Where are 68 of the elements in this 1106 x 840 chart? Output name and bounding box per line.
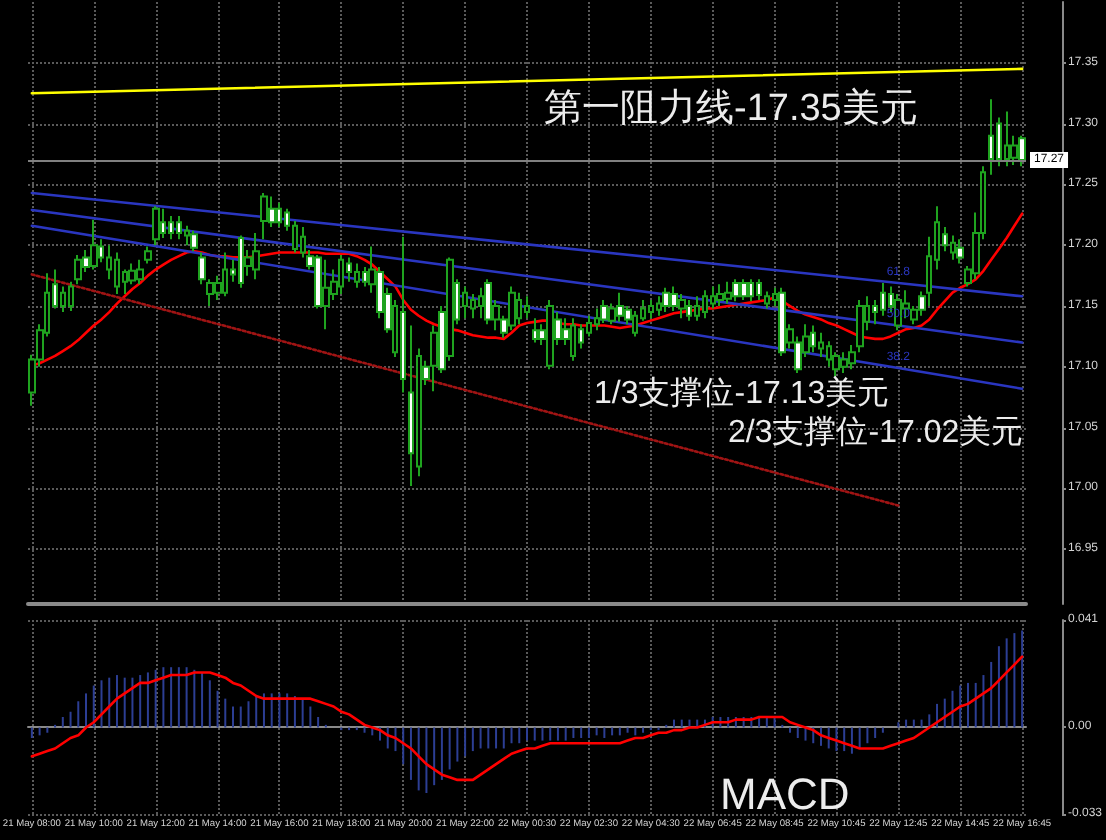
annotation: MACD xyxy=(720,769,850,819)
candlestick xyxy=(524,295,530,320)
candlestick xyxy=(694,295,700,322)
candlestick xyxy=(818,331,824,359)
line-series xyxy=(30,655,1024,782)
candlestick xyxy=(956,238,964,265)
candlestick xyxy=(338,253,344,295)
candlestick xyxy=(600,298,608,325)
candlestick xyxy=(1004,110,1010,168)
candlestick xyxy=(114,251,120,295)
candlestick xyxy=(740,278,748,301)
candlestick xyxy=(478,286,484,320)
candlestick xyxy=(826,340,832,368)
candlestick xyxy=(748,278,754,303)
candlestick xyxy=(532,317,538,344)
candlestick xyxy=(68,280,74,312)
candlestick xyxy=(222,251,228,298)
candlestick xyxy=(252,232,260,281)
candlestick xyxy=(616,291,624,323)
candlestick xyxy=(400,235,406,394)
candlestick xyxy=(322,258,330,331)
candlestick xyxy=(756,278,762,301)
candlestick xyxy=(90,218,98,271)
candlestick xyxy=(710,285,716,310)
candlestick xyxy=(880,281,886,317)
candlestick xyxy=(238,234,244,289)
candlestick xyxy=(840,351,848,374)
candlestick xyxy=(408,324,414,488)
candlestick xyxy=(594,307,600,332)
candlestick xyxy=(724,280,732,305)
candlestick xyxy=(778,286,786,357)
candlestick xyxy=(144,245,152,265)
candlestick xyxy=(678,292,686,320)
candlestick xyxy=(484,278,492,326)
candlestick xyxy=(1018,134,1026,168)
candlestick xyxy=(190,229,198,253)
candlestick xyxy=(686,298,692,322)
candlestick xyxy=(128,262,136,286)
candlestick xyxy=(74,253,82,286)
candlestick xyxy=(656,295,662,317)
annotation: 1/3支撑位-17.13美元 xyxy=(594,375,890,411)
candlestick xyxy=(546,298,554,371)
candlestick xyxy=(648,298,654,320)
candlestick xyxy=(276,201,282,228)
candlestick xyxy=(260,191,268,241)
candlestick xyxy=(732,278,740,303)
candlestick xyxy=(670,285,678,312)
candlestick xyxy=(810,324,816,354)
candlestick xyxy=(570,317,576,362)
candlestick xyxy=(168,215,174,241)
candlestick xyxy=(516,291,522,326)
candlestick xyxy=(662,286,670,314)
candlestick xyxy=(176,215,182,241)
annotation: 2/3支撑位-17.02美元 xyxy=(728,414,1024,450)
annotation: 第一阻力线-17.35美元 xyxy=(544,86,918,130)
line-series xyxy=(30,212,1024,367)
candlestick xyxy=(988,98,994,176)
candlestick xyxy=(136,258,144,286)
candlestick xyxy=(354,262,360,289)
candlestick xyxy=(160,207,166,239)
candlestick xyxy=(462,285,468,320)
candlestick xyxy=(152,205,160,247)
candlestick xyxy=(716,283,724,308)
candlestick xyxy=(184,224,190,247)
candlestick xyxy=(702,289,708,320)
candlestick xyxy=(950,234,956,261)
candlestick xyxy=(508,285,516,332)
candlestick xyxy=(470,292,476,320)
